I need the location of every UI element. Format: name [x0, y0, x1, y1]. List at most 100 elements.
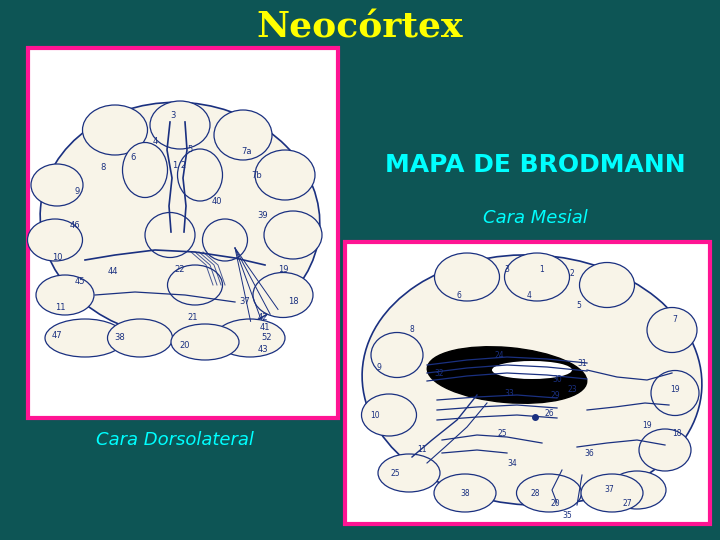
- Text: 25: 25: [390, 469, 400, 477]
- Text: 1 2: 1 2: [174, 160, 186, 170]
- Text: 52: 52: [262, 334, 272, 342]
- Text: 19: 19: [278, 266, 288, 274]
- Ellipse shape: [580, 262, 634, 307]
- Text: 11: 11: [418, 446, 427, 455]
- Text: 37: 37: [604, 485, 614, 495]
- Ellipse shape: [45, 319, 125, 357]
- Ellipse shape: [361, 394, 416, 436]
- Text: 45: 45: [75, 278, 85, 287]
- Text: 10: 10: [52, 253, 62, 262]
- Text: 39: 39: [258, 211, 269, 219]
- Text: Cara Mesial: Cara Mesial: [482, 209, 588, 227]
- Text: 9: 9: [74, 187, 80, 197]
- Text: 20: 20: [180, 341, 190, 349]
- Text: 9: 9: [377, 362, 382, 372]
- Text: 25: 25: [498, 429, 507, 437]
- Ellipse shape: [427, 347, 587, 403]
- Ellipse shape: [253, 273, 313, 318]
- Ellipse shape: [434, 253, 500, 301]
- Text: 38: 38: [114, 334, 125, 342]
- Text: 8: 8: [100, 164, 106, 172]
- Text: 5: 5: [187, 145, 193, 154]
- Ellipse shape: [255, 150, 315, 200]
- Text: 41: 41: [260, 323, 270, 333]
- Ellipse shape: [122, 143, 168, 198]
- Text: 3: 3: [171, 111, 176, 119]
- Bar: [28, 48, 338, 418]
- Ellipse shape: [168, 265, 222, 305]
- Text: 37: 37: [240, 298, 251, 307]
- Ellipse shape: [647, 307, 697, 353]
- Text: 42: 42: [258, 314, 269, 322]
- Text: 8: 8: [410, 326, 415, 334]
- Text: 44: 44: [108, 267, 118, 276]
- Text: 24: 24: [494, 350, 504, 360]
- Text: 22: 22: [175, 266, 185, 274]
- Ellipse shape: [371, 333, 423, 377]
- Text: 1: 1: [539, 266, 544, 274]
- Text: 34: 34: [507, 458, 517, 468]
- Text: 23: 23: [567, 386, 577, 395]
- Text: 4: 4: [153, 138, 158, 146]
- Text: 7: 7: [672, 315, 678, 325]
- Text: 29: 29: [550, 390, 560, 400]
- Text: 5: 5: [577, 300, 582, 309]
- Ellipse shape: [31, 164, 83, 206]
- Text: Neocórtex: Neocórtex: [257, 11, 463, 45]
- Ellipse shape: [639, 429, 691, 471]
- Text: 20: 20: [550, 498, 560, 508]
- Text: 3: 3: [505, 266, 510, 274]
- Text: 27: 27: [622, 498, 632, 508]
- Ellipse shape: [434, 474, 496, 512]
- Ellipse shape: [40, 102, 320, 338]
- Ellipse shape: [178, 149, 222, 201]
- Text: 47: 47: [52, 330, 63, 340]
- Text: 18: 18: [288, 298, 298, 307]
- Bar: [345, 242, 710, 524]
- Ellipse shape: [378, 454, 440, 492]
- Ellipse shape: [651, 370, 699, 415]
- Text: 33: 33: [504, 388, 514, 397]
- Ellipse shape: [608, 471, 666, 509]
- Text: 2: 2: [570, 268, 575, 278]
- Text: 6: 6: [130, 153, 135, 163]
- Text: 46: 46: [70, 220, 81, 230]
- Text: 21: 21: [188, 314, 198, 322]
- Text: 19: 19: [670, 386, 680, 395]
- Ellipse shape: [214, 110, 272, 160]
- Text: 7b: 7b: [251, 171, 262, 179]
- Text: 28: 28: [530, 489, 540, 497]
- Ellipse shape: [581, 474, 643, 512]
- Ellipse shape: [264, 211, 322, 259]
- Text: 11: 11: [55, 303, 66, 313]
- Text: 19: 19: [642, 421, 652, 429]
- Text: 31: 31: [577, 359, 587, 368]
- Text: MAPA DE BRODMANN: MAPA DE BRODMANN: [384, 153, 685, 177]
- Ellipse shape: [171, 324, 239, 360]
- Text: 30: 30: [552, 375, 562, 384]
- Text: 35: 35: [562, 510, 572, 519]
- Text: 43: 43: [258, 346, 269, 354]
- Text: Cara Dorsolateral: Cara Dorsolateral: [96, 431, 254, 449]
- Ellipse shape: [27, 219, 83, 261]
- Text: 4: 4: [526, 291, 531, 300]
- Ellipse shape: [107, 319, 173, 357]
- Ellipse shape: [505, 253, 570, 301]
- Ellipse shape: [145, 213, 195, 258]
- Ellipse shape: [150, 101, 210, 149]
- Text: 32: 32: [434, 368, 444, 377]
- Ellipse shape: [202, 219, 248, 261]
- Text: 7a: 7a: [242, 147, 252, 157]
- Text: 18: 18: [672, 429, 682, 437]
- Text: 6: 6: [456, 291, 462, 300]
- Ellipse shape: [516, 474, 582, 512]
- Ellipse shape: [215, 319, 285, 357]
- Ellipse shape: [83, 105, 148, 155]
- Text: 38: 38: [460, 489, 470, 497]
- Ellipse shape: [36, 275, 94, 315]
- Text: 26: 26: [544, 408, 554, 417]
- Ellipse shape: [492, 361, 572, 379]
- Text: 10: 10: [370, 410, 380, 420]
- Ellipse shape: [362, 255, 702, 505]
- Text: 40: 40: [212, 198, 222, 206]
